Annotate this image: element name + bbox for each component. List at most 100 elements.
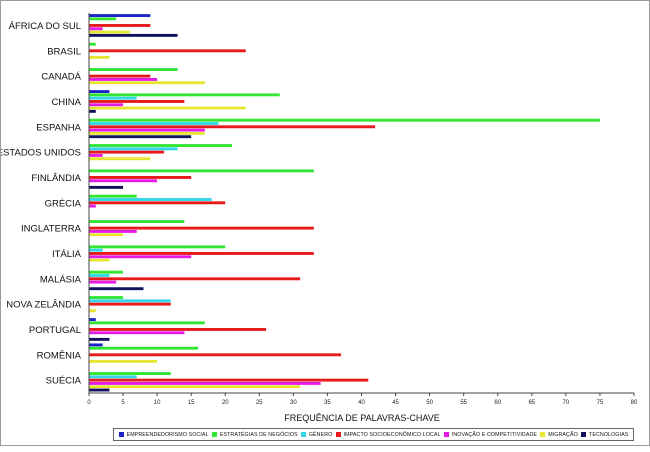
legend-label: EMPREENDEDORISMO SOCIAL <box>126 431 209 438</box>
legend-item: IMPACTO SOCIOECONÔMICO LOCAL <box>335 431 441 438</box>
bar-4-7 <box>89 204 96 208</box>
category-label: ÁFRICA DO SUL <box>9 21 81 32</box>
bar-5-11 <box>89 309 96 313</box>
category-label: NOVA ZELÂNDIA <box>6 300 81 311</box>
bar-2-9 <box>89 248 103 252</box>
bar-1-11 <box>89 296 124 299</box>
bar-1-2 <box>89 68 178 71</box>
bar-1-3 <box>89 93 280 97</box>
bar-4-10 <box>89 280 117 284</box>
bar-3-2 <box>89 74 151 78</box>
x-axis-label: FREQUÊNCIA DE PALAVRAS-CHAVE <box>284 413 440 423</box>
bar-1-12 <box>89 321 205 325</box>
bar-4-8 <box>89 229 137 233</box>
bar-2-14 <box>89 375 137 379</box>
category-label: ESTADOS UNIDOS <box>1 148 81 159</box>
bar-6-14 <box>89 388 110 392</box>
legend-item: INOVAÇÃO E COMPETITIVIDADE <box>443 432 537 438</box>
x-tick-label: 45 <box>392 400 399 406</box>
legend-swatch <box>211 432 217 437</box>
category-label: CANADÁ <box>41 72 81 83</box>
bar-4-9 <box>89 255 192 259</box>
category-label: ITÁLIA <box>52 249 82 260</box>
bar-2-3 <box>89 96 137 100</box>
legend-label: MIGRAÇÃO <box>548 431 578 438</box>
legend-swatch <box>581 432 586 437</box>
bar-4-14 <box>89 381 321 385</box>
bar-1-6 <box>89 169 314 173</box>
bar-1-7 <box>89 194 137 198</box>
legend-label: GÊNERO <box>308 431 333 438</box>
legend-item: ESTRATÉGIAS DE NEGÓCIOS <box>211 431 298 438</box>
bar-3-3 <box>89 100 185 103</box>
bar-3-10 <box>89 277 301 281</box>
x-tick-label: 35 <box>324 400 331 406</box>
bar-3-9 <box>89 252 314 255</box>
bar-5-1 <box>89 55 110 59</box>
legend-item: EMPREENDEDORISMO SOCIAL <box>118 431 209 438</box>
legend-label: IMPACTO SOCIOECONÔMICO LOCAL <box>343 431 441 438</box>
category-label: FINLÂNDIA <box>31 173 81 184</box>
category-label: PORTUGAL <box>29 325 81 336</box>
x-tick-label: 25 <box>256 400 263 406</box>
bar-2-10 <box>89 274 110 277</box>
bar-6-12 <box>89 337 110 341</box>
legend-label: TECNOLOGIAS <box>589 431 629 438</box>
category-label: INGLATERRA <box>21 224 82 235</box>
category-label: ESPANHA <box>36 122 81 133</box>
bar-5-8 <box>89 233 124 237</box>
bar-3-14 <box>89 378 369 382</box>
bar-2-5 <box>89 147 178 151</box>
x-tick-label: 65 <box>528 400 535 406</box>
bar-5-14 <box>89 385 301 389</box>
bar-4-4 <box>89 128 205 132</box>
bar-3-12 <box>89 328 267 331</box>
legend-swatch <box>443 432 449 437</box>
legend-swatch <box>540 432 546 437</box>
bar-1-4 <box>89 118 600 122</box>
legend-item: TECNOLOGIAS <box>581 432 628 438</box>
x-tick-label: 80 <box>631 400 638 406</box>
legend-label: ESTRATÉGIAS DE NEGÓCIOS <box>219 431 298 438</box>
bar-5-9 <box>89 258 110 262</box>
x-tick-label: 70 <box>563 400 570 406</box>
bar-4-6 <box>89 179 158 183</box>
bar-0-12 <box>89 318 96 322</box>
legend-swatch <box>118 432 124 437</box>
category-labels: ÁFRICA DO SUL BRASIL CANADÁ CHINA ESPANHA EST… <box>0 21 82 387</box>
category-label: SUÉCIA <box>46 376 82 387</box>
bar-0-13 <box>89 343 103 347</box>
bar-6-3 <box>89 109 96 113</box>
bar-1-1 <box>89 42 96 46</box>
bar-1-14 <box>89 372 171 375</box>
category-label: CHINA <box>51 97 81 108</box>
bars-group <box>89 14 600 392</box>
bar-4-5 <box>89 153 103 157</box>
bar-4-2 <box>89 77 158 81</box>
category-label: GRÉCIA <box>45 198 82 209</box>
bar-6-0 <box>89 33 178 37</box>
x-tick-label: 20 <box>222 400 229 406</box>
x-tick-label: 75 <box>597 400 604 406</box>
bar-2-4 <box>89 122 219 125</box>
legend: EMPREENDEDORISMO SOCIAL ESTRATÉGIAS DE NE… <box>113 428 634 441</box>
x-tick-label: 55 <box>460 400 467 406</box>
bar-1-8 <box>89 220 185 223</box>
bar-4-3 <box>89 103 124 107</box>
bar-1-0 <box>89 17 117 21</box>
bar-5-0 <box>89 30 130 34</box>
bar-1-9 <box>89 245 226 249</box>
bar-5-2 <box>89 81 205 85</box>
bar-4-0 <box>89 27 103 31</box>
legend-swatch <box>335 432 341 437</box>
bar-1-13 <box>89 346 198 350</box>
bar-3-6 <box>89 176 192 179</box>
x-axis-ticks: 0 5 10 15 20 25 30 35 40 45 50 55 60 65 70 75 80 <box>87 393 638 406</box>
x-tick-label: 15 <box>188 400 195 406</box>
bar-6-10 <box>89 287 144 291</box>
bar-1-5 <box>89 144 233 147</box>
category-label: BRASIL <box>47 46 81 57</box>
x-tick-label: 40 <box>358 400 365 406</box>
